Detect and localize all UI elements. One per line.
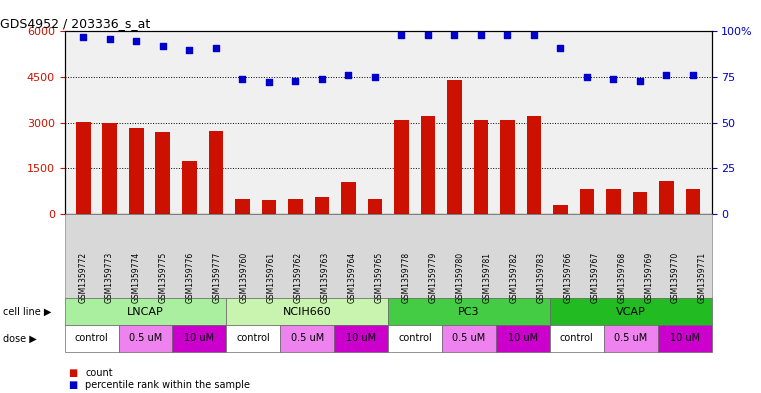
Point: [342, 72, 355, 78]
Point: [422, 32, 434, 38]
Text: GSM1359777: GSM1359777: [213, 252, 222, 303]
Text: GSM1359774: GSM1359774: [132, 252, 141, 303]
Point: [581, 74, 593, 80]
Bar: [341, 182, 355, 214]
Point: [369, 74, 381, 80]
Text: GSM1359778: GSM1359778: [402, 252, 411, 303]
Point: [661, 72, 673, 78]
Point: [236, 76, 248, 82]
Bar: [76, 122, 91, 214]
Text: control: control: [75, 333, 109, 343]
Point: [554, 45, 566, 51]
Point: [77, 34, 89, 40]
Text: NCIH660: NCIH660: [283, 307, 332, 317]
Text: GSM1359764: GSM1359764: [348, 252, 357, 303]
Point: [103, 36, 116, 42]
Text: ■: ■: [68, 380, 78, 390]
Point: [634, 77, 646, 84]
Bar: [129, 128, 144, 214]
Text: GSM1359766: GSM1359766: [563, 252, 572, 303]
Text: GSM1359773: GSM1359773: [105, 252, 114, 303]
Text: GSM1359772: GSM1359772: [78, 252, 88, 303]
Point: [157, 43, 169, 49]
Text: 0.5 uM: 0.5 uM: [291, 333, 324, 343]
Text: PC3: PC3: [458, 307, 479, 317]
Text: percentile rank within the sample: percentile rank within the sample: [85, 380, 250, 390]
Point: [130, 37, 142, 44]
Text: 0.5 uM: 0.5 uM: [452, 333, 486, 343]
Point: [448, 32, 460, 38]
Point: [528, 32, 540, 38]
Bar: [473, 119, 489, 214]
Text: GDS4952 / 203336_s_at: GDS4952 / 203336_s_at: [0, 17, 150, 30]
Text: 0.5 uM: 0.5 uM: [129, 333, 162, 343]
Text: GSM1359767: GSM1359767: [591, 252, 599, 303]
Point: [183, 46, 196, 53]
Bar: [686, 189, 700, 214]
Text: count: count: [85, 368, 113, 378]
Text: GSM1359780: GSM1359780: [456, 252, 464, 303]
Text: ■: ■: [68, 368, 78, 378]
Text: GSM1359781: GSM1359781: [482, 252, 492, 303]
Bar: [288, 198, 303, 214]
Point: [687, 72, 699, 78]
Text: 10 uM: 10 uM: [346, 333, 376, 343]
Text: control: control: [237, 333, 270, 343]
Text: GSM1359763: GSM1359763: [320, 252, 330, 303]
Bar: [553, 205, 568, 214]
Bar: [262, 200, 276, 214]
Point: [210, 45, 222, 51]
Text: GSM1359770: GSM1359770: [671, 252, 680, 303]
Bar: [103, 123, 117, 214]
Text: GSM1359769: GSM1359769: [644, 252, 653, 303]
Text: GSM1359779: GSM1359779: [428, 252, 438, 303]
Text: GSM1359768: GSM1359768: [617, 252, 626, 303]
Text: 10 uM: 10 uM: [184, 333, 215, 343]
Bar: [421, 116, 435, 214]
Text: GSM1359771: GSM1359771: [698, 252, 707, 303]
Bar: [607, 189, 621, 214]
Text: LNCAP: LNCAP: [127, 307, 164, 317]
Text: GSM1359782: GSM1359782: [509, 252, 518, 303]
Point: [475, 32, 487, 38]
Bar: [314, 197, 329, 214]
Bar: [632, 192, 648, 214]
Text: GSM1359783: GSM1359783: [537, 252, 546, 303]
Bar: [659, 181, 673, 214]
Text: control: control: [560, 333, 594, 343]
Bar: [368, 199, 382, 214]
Point: [501, 32, 514, 38]
Text: GSM1359761: GSM1359761: [267, 252, 275, 303]
Point: [316, 76, 328, 82]
Bar: [500, 119, 514, 214]
Bar: [235, 199, 250, 214]
Text: VCAP: VCAP: [616, 307, 645, 317]
Point: [607, 76, 619, 82]
Bar: [394, 120, 409, 214]
Bar: [209, 131, 223, 214]
Text: GSM1359760: GSM1359760: [240, 252, 249, 303]
Point: [395, 32, 407, 38]
Bar: [580, 189, 594, 214]
Text: dose ▶: dose ▶: [3, 333, 37, 343]
Text: GSM1359762: GSM1359762: [294, 252, 303, 303]
Text: GSM1359776: GSM1359776: [186, 252, 195, 303]
Bar: [527, 116, 541, 214]
Text: control: control: [398, 333, 432, 343]
Text: 10 uM: 10 uM: [670, 333, 699, 343]
Point: [289, 77, 301, 84]
Bar: [182, 161, 196, 214]
Text: GSM1359765: GSM1359765: [374, 252, 384, 303]
Text: cell line ▶: cell line ▶: [3, 307, 52, 317]
Text: GSM1359775: GSM1359775: [159, 252, 168, 303]
Bar: [155, 132, 170, 214]
Bar: [447, 80, 462, 214]
Point: [263, 79, 275, 86]
Text: 10 uM: 10 uM: [508, 333, 538, 343]
Text: 0.5 uM: 0.5 uM: [614, 333, 648, 343]
